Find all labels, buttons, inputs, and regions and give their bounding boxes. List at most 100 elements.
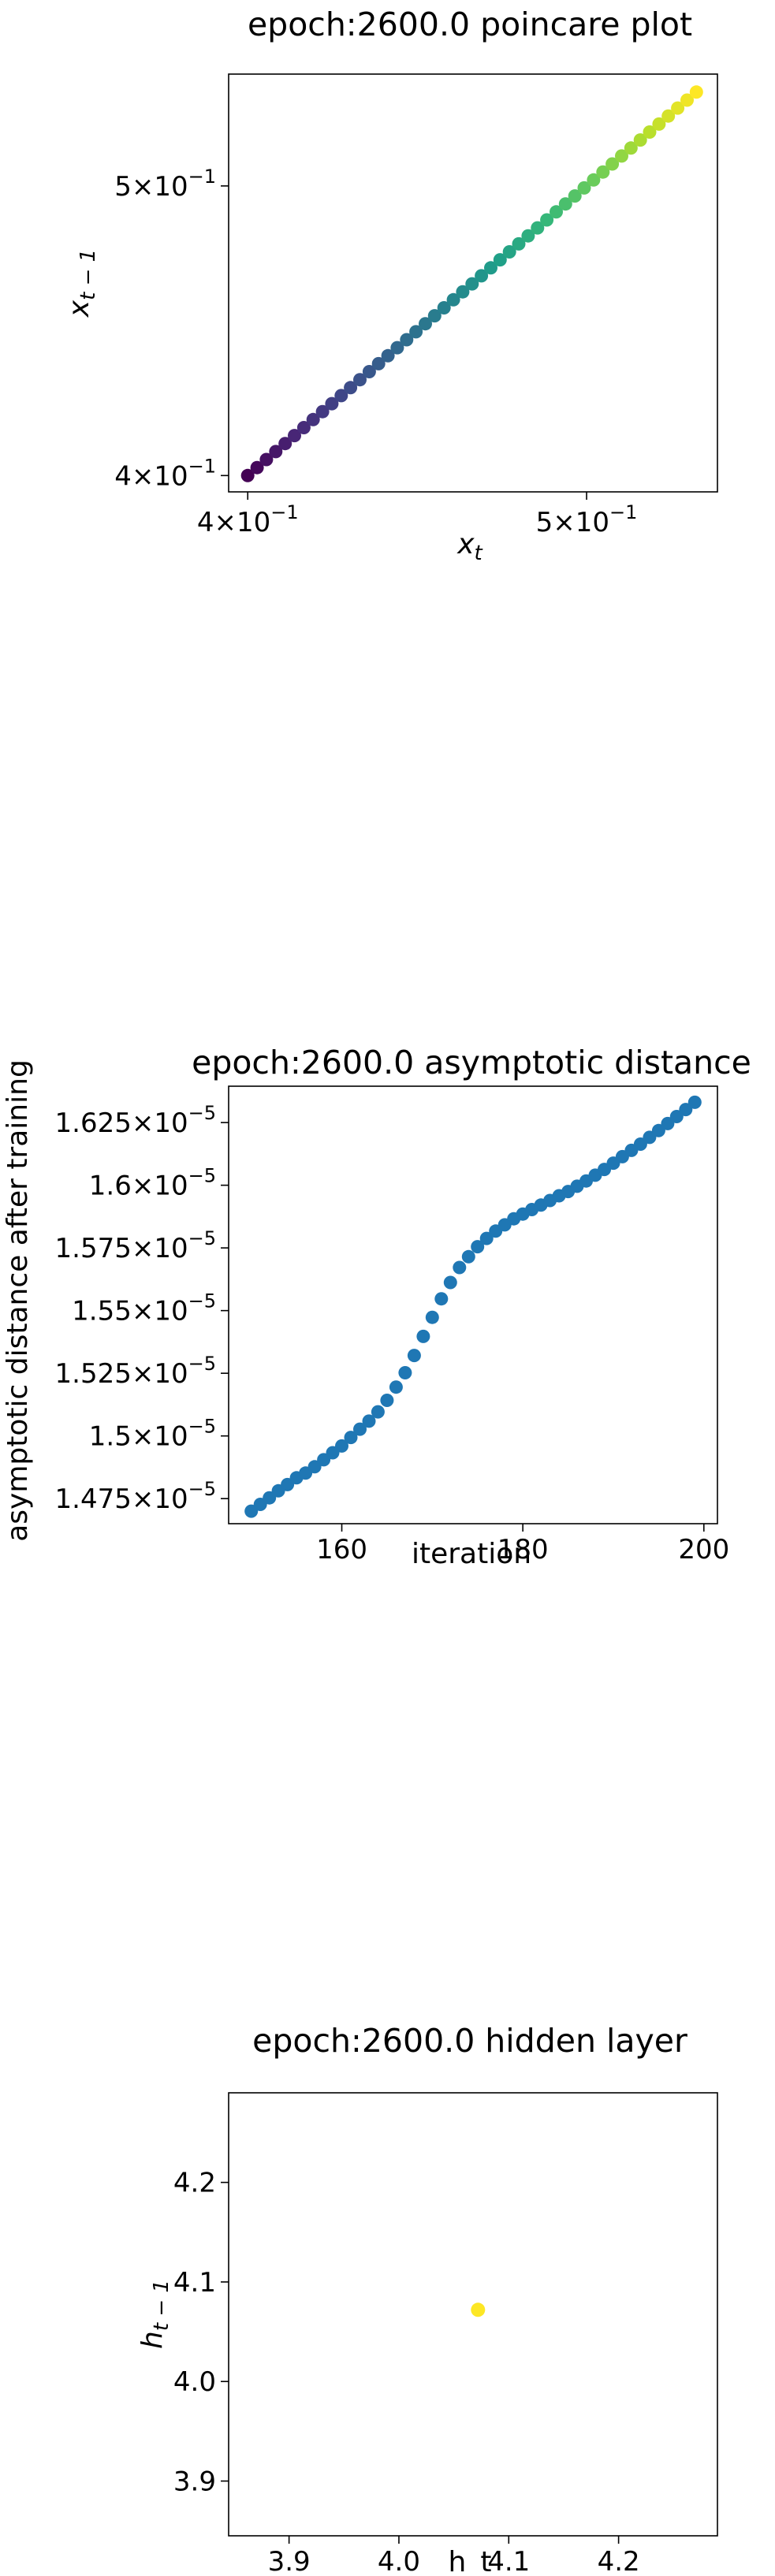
data-point (624, 141, 638, 155)
data-point (400, 333, 414, 347)
data-point (689, 85, 703, 99)
data-point (605, 157, 620, 171)
y-tick-label: 1.625×10−5 (55, 1102, 216, 1139)
data-point (446, 292, 460, 307)
data-point (502, 245, 516, 259)
y-tick-label: 1.6×10−5 (89, 1165, 216, 1202)
x-tick-label: 4.0 (378, 2546, 420, 2576)
data-point (325, 396, 339, 411)
asymptotic-distance-chart: epoch:2600.0 asymptotic distance 160 180 2… (2, 1044, 751, 1570)
data-point (465, 277, 479, 291)
y-tick-label: 1.575×10−5 (55, 1227, 216, 1264)
data-point (456, 285, 470, 299)
data-point (381, 348, 395, 363)
x-axis-label: xt (456, 528, 483, 565)
data-point (307, 1460, 322, 1474)
x-axis-ticks: 160 180 200 (316, 1524, 729, 1565)
y-tick-label: 5×10−1 (114, 166, 216, 203)
x-axis-label: iteration (412, 1538, 531, 1570)
data-point (250, 460, 264, 475)
y-axis-label: ht − 1 (136, 2280, 173, 2349)
data-point (521, 229, 535, 243)
data-point (362, 365, 376, 378)
y-axis-ticks: 4×10−1 5×10−1 (114, 166, 229, 492)
data-point (425, 1310, 439, 1324)
data-point (434, 1292, 449, 1306)
y-axis-ticks: 3.9 4.0 4.1 4.2 (173, 2168, 229, 2498)
y-tick-label: 3.9 (173, 2466, 216, 2498)
data-point (540, 213, 554, 227)
data-point (651, 1123, 665, 1137)
x-axis-label: h_t (449, 2546, 492, 2576)
data-point (558, 197, 572, 211)
x-tick-label: 200 (678, 1534, 729, 1565)
data-point (661, 1116, 675, 1130)
data-point (531, 221, 545, 235)
data-point (493, 253, 507, 267)
data-point (669, 1110, 684, 1123)
data-point (269, 445, 283, 459)
data-point (407, 1349, 421, 1363)
data-point (615, 149, 628, 163)
data-point (550, 205, 563, 219)
data-point (362, 1414, 376, 1428)
y-axis-label: asymptotic distance after training (2, 1059, 34, 1542)
data-point (416, 1329, 430, 1343)
data-point (390, 341, 404, 355)
data-point (661, 109, 676, 123)
y-tick-label: 4×10−1 (114, 455, 216, 492)
data-point (471, 1240, 485, 1254)
chart-title: epoch:2600.0 poincare plot (248, 6, 692, 43)
data-point (680, 93, 694, 107)
data-point (443, 1275, 457, 1290)
data-point (679, 1103, 693, 1117)
data-point (471, 2302, 486, 2317)
data-point (263, 1491, 277, 1505)
data-points (240, 85, 703, 482)
data-point (427, 309, 442, 323)
data-point (315, 404, 330, 419)
y-tick-label: 4.1 (173, 2267, 216, 2299)
y-axis-ticks: 1.475×10−5 1.5×10−5 1.525×10−5 1.55×10−5 1.5… (55, 1102, 229, 1515)
data-point (409, 325, 423, 339)
data-point (484, 261, 497, 275)
data-point (643, 125, 657, 139)
data-point (389, 1380, 403, 1394)
data-point (353, 373, 367, 387)
x-axis-ticks: 3.9 4.0 4.1 4.2 (268, 2536, 640, 2576)
x-axis-ticks: 4×10−1 5×10−1 (197, 492, 638, 538)
x-tick-label: 4.1 (487, 2546, 530, 2576)
data-point (453, 1260, 467, 1275)
y-tick-label: 1.475×10−5 (55, 1478, 216, 1515)
x-tick-label: 5×10−1 (536, 501, 638, 538)
data-point (512, 236, 526, 251)
chart-title: epoch:2600.0 hidden layer (252, 2022, 687, 2060)
data-point (568, 189, 582, 203)
data-point (437, 301, 451, 315)
y-tick-label: 1.55×10−5 (72, 1290, 216, 1327)
plot-frame (228, 2092, 718, 2537)
data-point (278, 437, 292, 451)
data-points (244, 1095, 702, 1518)
data-points (471, 2302, 486, 2317)
data-point (334, 389, 348, 403)
x-tick-label: 3.9 (268, 2546, 311, 2576)
data-point (288, 429, 301, 443)
data-point (344, 1431, 358, 1445)
y-tick-label: 1.5×10−5 (89, 1416, 216, 1453)
plot-frame (228, 1085, 718, 1524)
data-point (335, 1439, 348, 1453)
x-tick-label: 4×10−1 (197, 501, 299, 538)
hidden-layer-chart: epoch:2600.0 hidden layer 3.9 4.0 4.1 4.2 3… (136, 2022, 718, 2576)
data-point (240, 468, 255, 482)
data-point (461, 1249, 475, 1264)
chart-title: epoch:2600.0 asymptotic distance (192, 1044, 751, 1081)
data-point (475, 269, 489, 283)
y-tick-label: 1.525×10−5 (55, 1353, 216, 1390)
y-tick-label: 4.0 (173, 2366, 216, 2398)
y-axis-label: xt − 1 (63, 249, 100, 318)
data-point (371, 356, 386, 370)
x-tick-label: 4.2 (598, 2546, 640, 2576)
data-point (652, 117, 666, 131)
